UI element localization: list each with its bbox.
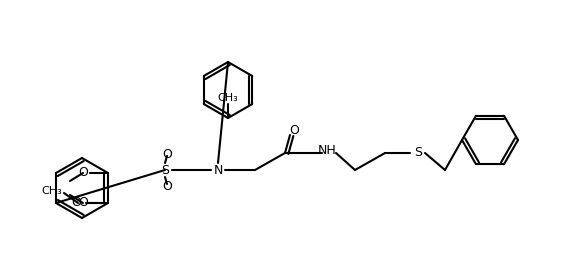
Text: O: O bbox=[71, 196, 81, 209]
Text: S: S bbox=[414, 147, 422, 159]
Text: CH₃: CH₃ bbox=[217, 93, 238, 103]
Text: O: O bbox=[78, 166, 88, 180]
Text: S: S bbox=[161, 163, 169, 177]
Text: O: O bbox=[289, 123, 299, 137]
Text: NH: NH bbox=[318, 144, 337, 156]
Text: CH₃: CH₃ bbox=[41, 186, 62, 196]
Text: O: O bbox=[162, 180, 172, 193]
Text: O: O bbox=[78, 196, 88, 209]
Text: N: N bbox=[214, 163, 223, 177]
Text: O: O bbox=[162, 147, 172, 160]
